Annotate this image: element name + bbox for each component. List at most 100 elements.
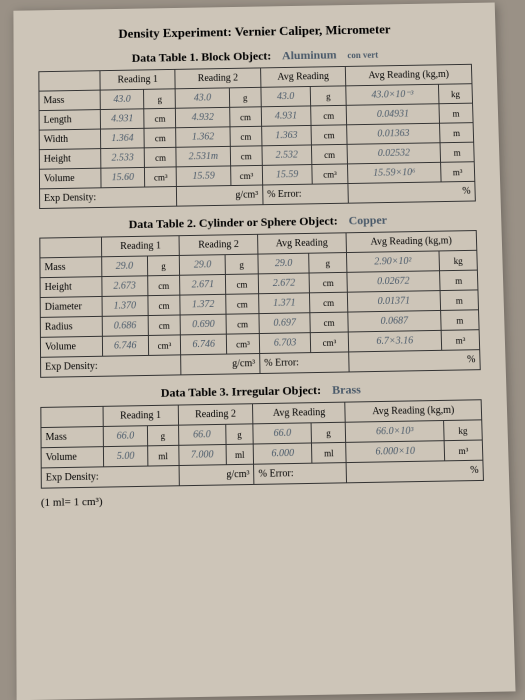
cell: 6.746	[102, 335, 148, 356]
volume-label: Volume	[41, 447, 104, 468]
cell: 2.673	[102, 276, 148, 297]
unit: g	[225, 254, 258, 274]
height-label: Height	[39, 149, 101, 170]
unit: g	[147, 425, 178, 446]
unit: m	[441, 310, 479, 331]
cell: 2.90×10²	[346, 251, 440, 272]
unit: m³	[444, 440, 483, 461]
unit: cm	[311, 105, 347, 125]
unit: cm	[230, 107, 262, 127]
exp-label: Exp Density:	[41, 355, 182, 377]
cell: 0.02532	[347, 143, 440, 164]
table2: Reading 1 Reading 2 Avg Reading Avg Read…	[39, 230, 480, 378]
cell: 43.0×10⁻³	[346, 84, 439, 105]
err-label: % Error:	[263, 184, 349, 205]
unit: cm	[147, 275, 180, 295]
cell: 4.932	[176, 107, 230, 127]
cell: 0.01363	[347, 123, 440, 144]
unit: cm	[226, 314, 259, 334]
cell: 6.7×3.16	[348, 330, 442, 352]
cell: 0.02672	[347, 271, 441, 292]
col-avg: Avg Reading	[253, 402, 345, 424]
unit: g	[147, 255, 180, 275]
unit: cm	[311, 144, 347, 164]
exp-label: Exp Density:	[40, 186, 177, 208]
exp-label: Exp Density:	[41, 466, 179, 489]
cell: 6.703	[259, 333, 311, 354]
pct: %	[348, 350, 480, 372]
unit: m	[440, 270, 478, 290]
unit: g	[229, 87, 261, 107]
footer-note: (1 ml= 1 cm³)	[41, 489, 485, 509]
cell: 2.531m	[176, 146, 230, 167]
cell: 7.000	[178, 444, 226, 465]
cell: 15.59×10⁶	[348, 162, 441, 183]
cell: 0.01371	[347, 291, 441, 313]
unit: cm³	[311, 332, 349, 353]
cell: 2.532	[262, 145, 312, 165]
cell: 1.371	[258, 293, 310, 314]
unit: g	[311, 422, 346, 443]
cell: 6.746	[181, 334, 227, 355]
unit: cm	[147, 295, 180, 315]
cell: 0.690	[181, 314, 227, 335]
cell: 43.0	[100, 89, 144, 109]
cell: 1.372	[180, 294, 226, 315]
unit: m	[440, 290, 478, 311]
unit: cm	[145, 147, 177, 167]
col-avg: Avg Reading	[257, 233, 346, 254]
unit: m³	[441, 330, 479, 351]
table1: Reading 1 Reading 2 Avg Reading Avg Read…	[38, 64, 476, 209]
cell: 43.0	[175, 88, 229, 108]
unit: cm	[230, 146, 262, 166]
mass-label: Mass	[39, 90, 100, 111]
col-r2: Reading 2	[179, 234, 257, 255]
cell: 15.59	[262, 165, 312, 185]
cell: 0.686	[102, 316, 148, 337]
unit: cm	[230, 126, 262, 146]
cell: 29.0	[258, 253, 310, 274]
col-blank	[41, 406, 103, 427]
table2-title-text: Data Table 2. Cylinder or Sphere Object:	[129, 214, 338, 231]
unit: kg	[439, 250, 477, 270]
unit: cm	[225, 274, 258, 294]
volume-label: Volume	[39, 168, 101, 189]
cell: 2.671	[180, 274, 226, 295]
table1-title-text: Data Table 1. Block Object:	[132, 49, 272, 65]
cell: 5.00	[103, 446, 147, 467]
unit: g/cm³	[179, 464, 255, 486]
unit: cm	[310, 292, 348, 313]
col-r1: Reading 1	[101, 236, 179, 257]
unit: ml	[148, 445, 179, 466]
unit: ml	[312, 442, 347, 463]
cell: 1.370	[102, 296, 148, 317]
unit: g	[225, 424, 253, 445]
col-avgkg: Avg Reading (kg,m)	[346, 231, 477, 253]
cell: 4.931	[100, 109, 144, 129]
unit: g/cm³	[177, 185, 263, 206]
col-avgkg: Avg Reading (kg,m)	[345, 64, 471, 86]
cell: 0.04931	[346, 104, 439, 125]
unit: cm	[311, 125, 347, 145]
cell: 66.0	[178, 424, 226, 445]
unit: cm³	[148, 335, 181, 356]
unit: cm	[309, 272, 346, 292]
unit: g	[309, 253, 346, 273]
cell: 4.931	[261, 106, 311, 126]
volume-label: Volume	[40, 336, 102, 357]
cell: 6.000×10	[346, 441, 445, 463]
cell: 15.60	[101, 167, 145, 187]
pct: %	[348, 181, 475, 203]
col-avg: Avg Reading	[260, 66, 345, 87]
cell: 1.363	[261, 125, 311, 145]
unit: ml	[226, 444, 254, 465]
col-r2: Reading 2	[178, 404, 253, 425]
unit: cm³	[230, 165, 262, 185]
unit: m	[440, 142, 474, 162]
cell: 2.533	[101, 148, 145, 168]
unit: kg	[438, 84, 472, 104]
col-blank	[39, 71, 100, 91]
unit: g	[144, 89, 176, 109]
cell: 0.0687	[347, 310, 441, 332]
unit: g	[310, 86, 346, 106]
